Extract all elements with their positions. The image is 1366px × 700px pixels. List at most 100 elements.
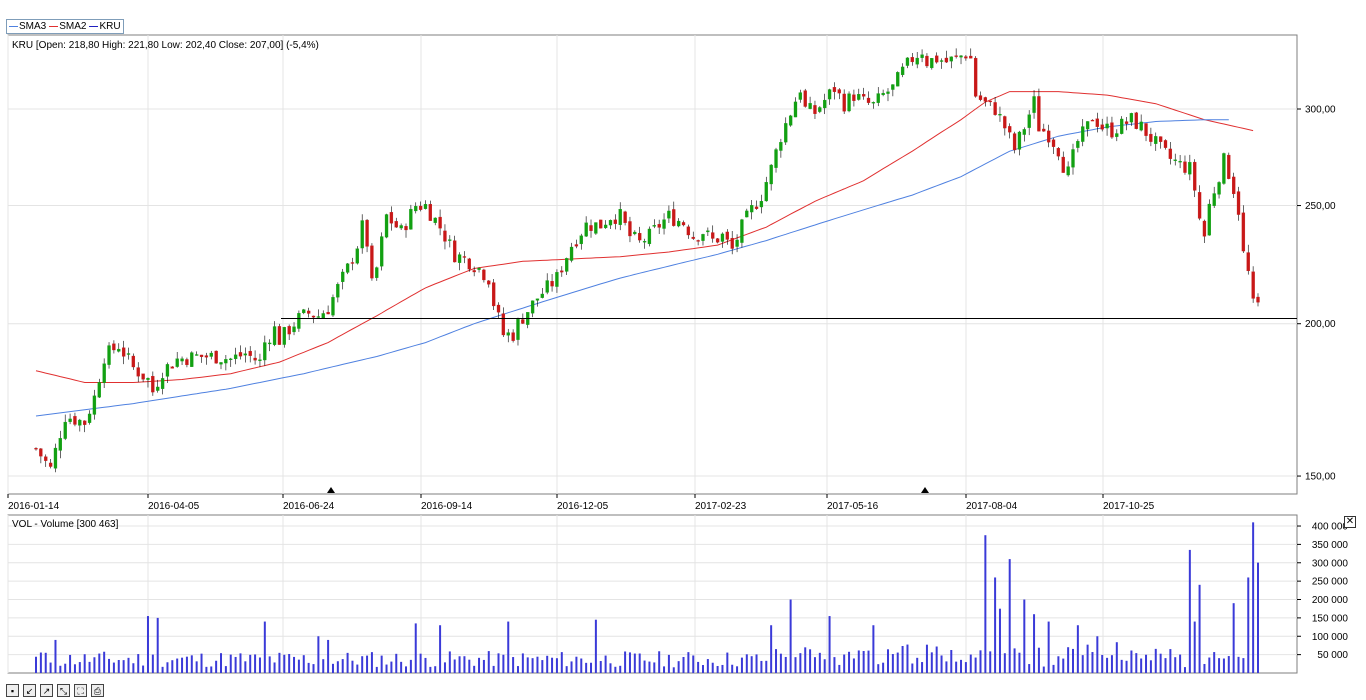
- candle-down: [691, 236, 695, 239]
- volume-bar: [925, 644, 928, 673]
- candle-down: [1042, 128, 1046, 132]
- candle-down: [1124, 121, 1129, 124]
- volume-bar: [1091, 652, 1094, 673]
- volume-bar: [794, 657, 797, 673]
- candle-up: [706, 230, 710, 233]
- x-tick-label: 2016-04-05: [148, 501, 200, 512]
- volume-bar: [940, 655, 943, 673]
- candle-up: [316, 316, 321, 318]
- candle-up: [1178, 160, 1182, 163]
- volume-bar: [1081, 655, 1084, 673]
- volume-panel-frame: [7, 514, 1298, 674]
- volume-bar: [112, 662, 115, 673]
- volume-bar: [380, 655, 383, 673]
- candle-up: [1129, 113, 1134, 123]
- volume-bar: [1096, 636, 1099, 673]
- volume-bar: [195, 661, 198, 673]
- candle-down: [964, 56, 968, 59]
- save-icon[interactable]: ▪: [6, 684, 19, 697]
- volume-bar: [667, 654, 670, 673]
- candle-down: [1236, 191, 1241, 215]
- candle-up: [160, 378, 165, 389]
- candle-up: [321, 313, 325, 319]
- volume-bar: [901, 645, 904, 673]
- candle-down: [730, 237, 734, 249]
- candle-up: [745, 210, 749, 218]
- volume-bar: [93, 657, 96, 673]
- candle-up: [97, 382, 101, 398]
- candle-down: [832, 87, 837, 92]
- candle-down: [861, 94, 866, 97]
- volume-bar: [424, 657, 427, 673]
- volume-bar: [789, 599, 792, 673]
- candle-up: [1154, 136, 1158, 144]
- candle-up: [847, 93, 851, 112]
- legend-line-kru: [89, 26, 99, 27]
- chart-legend: SMA3 SMA2 KRU: [6, 19, 124, 34]
- candle-up: [1188, 162, 1192, 175]
- candle-up: [939, 60, 944, 62]
- volume-bar: [711, 662, 714, 673]
- candle-up: [1212, 193, 1216, 206]
- candle-up: [769, 164, 773, 185]
- candle-down: [306, 310, 311, 314]
- candle-down: [1090, 119, 1095, 122]
- candle-down: [496, 304, 501, 313]
- candle-up: [793, 101, 798, 118]
- print-icon[interactable]: ⎙: [91, 684, 104, 697]
- candle-down: [988, 100, 992, 103]
- zoom-out-icon[interactable]: ↗: [40, 684, 53, 697]
- candle-up: [78, 419, 82, 426]
- zoom-reset-icon[interactable]: ⤡: [57, 684, 70, 697]
- volume-bar: [1257, 562, 1259, 673]
- close-volume-panel-button[interactable]: ✕: [1344, 516, 1356, 528]
- candle-up: [209, 352, 213, 357]
- x-tick-label: 2017-10-25: [1103, 501, 1155, 512]
- volume-bar: [463, 656, 466, 673]
- volume-bar: [473, 665, 476, 673]
- volume-bar: [1052, 664, 1055, 673]
- candle-up: [180, 358, 184, 362]
- volume-bar: [1237, 656, 1240, 673]
- volume-bar: [254, 654, 257, 673]
- volume-bar: [921, 662, 924, 673]
- volume-bar: [1227, 656, 1230, 673]
- legend-label-kru: KRU: [99, 21, 121, 32]
- volume-bar: [176, 658, 179, 673]
- volume-bar: [83, 654, 86, 673]
- fit-icon[interactable]: ⛶: [74, 684, 87, 697]
- candle-up: [380, 236, 384, 267]
- volume-bar: [1028, 664, 1031, 673]
- volume-bar: [429, 666, 432, 673]
- candle-down: [253, 357, 257, 361]
- volume-bar: [706, 659, 709, 673]
- volume-bar: [974, 657, 977, 673]
- event-marker-icon: [327, 487, 335, 493]
- volume-bar: [755, 654, 758, 673]
- zoom-in-icon[interactable]: ↙: [23, 684, 36, 697]
- candle-up: [905, 57, 910, 66]
- volume-bar: [224, 666, 227, 673]
- legend-item-sma3[interactable]: SMA3: [9, 21, 46, 32]
- volume-bar: [838, 664, 841, 673]
- vol-y-tick-label: 400 000: [1312, 522, 1349, 533]
- legend-item-sma2[interactable]: SMA2: [49, 21, 86, 32]
- candle-down: [978, 95, 983, 100]
- candle-down: [472, 270, 476, 273]
- volume-bar: [784, 656, 787, 673]
- candle-up: [92, 395, 97, 415]
- volume-bar: [1120, 659, 1123, 673]
- candle-up: [1217, 182, 1221, 195]
- candle-down: [711, 232, 715, 239]
- volume-bar: [516, 666, 519, 673]
- candle-up: [1222, 153, 1226, 184]
- candle-down: [852, 94, 856, 101]
- volume-bar: [1213, 652, 1216, 673]
- candle-up: [336, 284, 340, 298]
- candle-up: [229, 358, 233, 361]
- candle-down: [715, 238, 720, 243]
- legend-item-kru[interactable]: KRU: [89, 21, 121, 32]
- candle-down: [725, 231, 729, 240]
- candle-up: [302, 309, 306, 314]
- volume-bar: [1023, 599, 1026, 673]
